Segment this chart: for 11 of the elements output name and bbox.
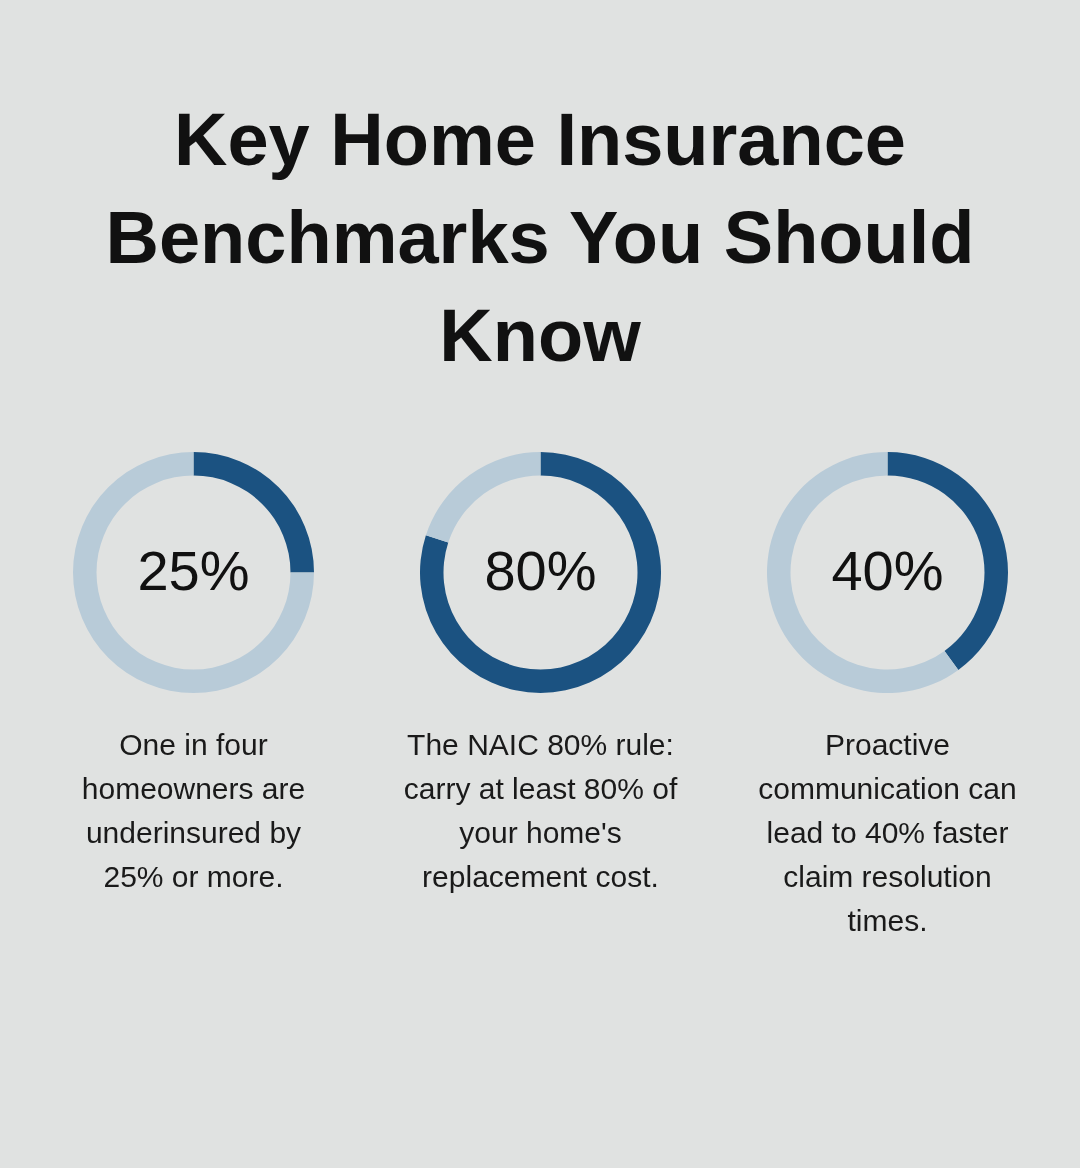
data-label: 80% [484,538,597,602]
text: The NAIC 80% rule: carry at least 80% of your home's replacement cost. [402,727,679,895]
data-label: 25% [137,538,250,602]
donut-slice [767,452,959,693]
data-label: 40% [831,538,944,602]
donut-slice [420,452,661,693]
text: One in four homeowners are underinsured by 25% or more. [80,727,307,895]
donut-slice [425,452,541,543]
donut-slice [73,452,314,693]
text: Proactive communication can lead to 40% faster claim resolution times. [757,727,1018,939]
text: Key Home Insurance Benchmarks You Should Know [104,97,976,379]
